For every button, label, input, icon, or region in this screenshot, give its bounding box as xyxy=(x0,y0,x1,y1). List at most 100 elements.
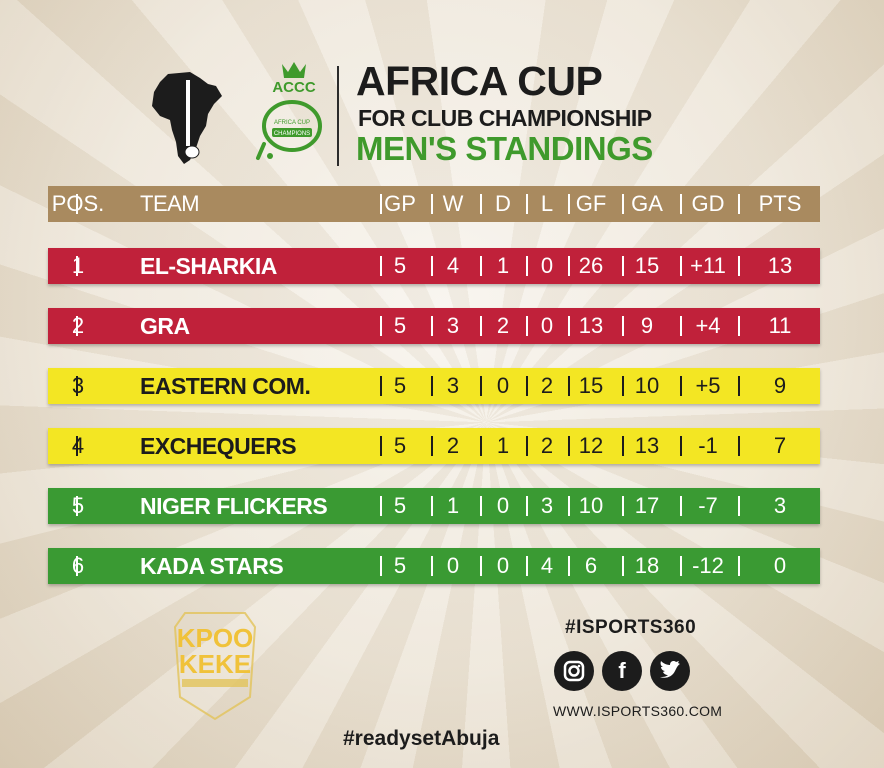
row-w: 2 xyxy=(446,433,460,458)
row-gf: 26 xyxy=(578,253,604,278)
header-pos: POS. xyxy=(48,186,108,222)
column-separator xyxy=(526,436,528,456)
column-separator xyxy=(431,194,433,214)
logo-text: ACCC xyxy=(272,79,315,96)
social-icons: f xyxy=(554,651,694,693)
header-gf: GF xyxy=(575,191,607,216)
column-separator xyxy=(380,194,382,214)
hashtag-isports: #ISPORTS360 xyxy=(565,617,697,638)
row-gf: 10 xyxy=(578,493,604,518)
column-separator xyxy=(738,316,740,336)
sponsor-line2: KEKE xyxy=(179,649,251,679)
row-w: 3 xyxy=(446,313,460,338)
column-separator xyxy=(431,496,433,516)
header-divider xyxy=(337,66,339,166)
website-url[interactable]: WWW.ISPORTS360.COM xyxy=(553,703,723,719)
hashtag-event: #readysetAbuja xyxy=(343,727,500,750)
row-gp: 5 xyxy=(393,493,407,518)
row-gp: 5 xyxy=(393,253,407,278)
column-separator xyxy=(622,256,624,276)
row-ga: 13 xyxy=(634,433,660,458)
row-gd: +4 xyxy=(695,313,721,338)
twitter-icon[interactable] xyxy=(650,651,690,691)
row-gd: +5 xyxy=(695,373,721,398)
column-separator xyxy=(526,194,528,214)
column-separator xyxy=(622,376,624,396)
header-l: L xyxy=(540,191,554,216)
row-d: 0 xyxy=(496,553,510,578)
row-gp: 5 xyxy=(393,553,407,578)
column-separator xyxy=(480,256,482,276)
column-separator xyxy=(431,256,433,276)
column-separator xyxy=(622,436,624,456)
table-row: 2 GRA 5 3 2 0 13 9 +4 11 xyxy=(48,308,820,344)
column-separator xyxy=(622,316,624,336)
header-gd: GD xyxy=(691,191,725,216)
table-header: POS. TEAM GP W D L GF GA GD PTS xyxy=(48,186,820,222)
header-team: TEAM xyxy=(140,191,200,216)
column-separator xyxy=(526,316,528,336)
column-separator xyxy=(431,556,433,576)
table-row: 3 EASTERN COM. 5 3 0 2 15 10 +5 9 xyxy=(48,368,820,404)
row-pos: 6 xyxy=(71,553,85,578)
row-team: KADA STARS xyxy=(140,553,284,579)
column-separator xyxy=(526,376,528,396)
column-separator xyxy=(680,556,682,576)
column-separator xyxy=(680,496,682,516)
row-team: EASTERN COM. xyxy=(140,373,311,399)
row-d: 1 xyxy=(496,253,510,278)
column-separator xyxy=(738,256,740,276)
column-separator xyxy=(76,376,78,396)
column-separator xyxy=(480,436,482,456)
header-ga: GA xyxy=(631,191,663,216)
column-separator xyxy=(76,496,78,516)
page-subtitle: FOR CLUB CHAMPIONSHIP xyxy=(358,105,652,131)
column-separator xyxy=(568,316,570,336)
facebook-icon[interactable]: f xyxy=(602,651,642,691)
row-ga: 9 xyxy=(640,313,654,338)
instagram-icon[interactable] xyxy=(554,651,594,691)
column-separator xyxy=(738,556,740,576)
row-pts: 7 xyxy=(773,433,787,458)
column-separator xyxy=(568,496,570,516)
row-pts: 0 xyxy=(773,553,787,578)
row-pts: 13 xyxy=(767,253,793,278)
row-w: 3 xyxy=(446,373,460,398)
table-row: 6 KADA STARS 5 0 0 4 6 18 -12 0 xyxy=(48,548,820,584)
row-gp: 5 xyxy=(393,373,407,398)
svg-text:CHAMPIONS: CHAMPIONS xyxy=(274,131,310,137)
row-pos: 4 xyxy=(71,433,85,458)
row-ga: 10 xyxy=(634,373,660,398)
row-gp: 5 xyxy=(393,433,407,458)
row-l: 0 xyxy=(540,313,554,338)
column-separator xyxy=(480,556,482,576)
row-l: 3 xyxy=(540,493,554,518)
row-gd: -1 xyxy=(698,433,718,458)
column-separator xyxy=(622,496,624,516)
row-pts: 9 xyxy=(773,373,787,398)
row-pts: 3 xyxy=(773,493,787,518)
row-pos: 5 xyxy=(71,493,85,518)
column-separator xyxy=(738,194,740,214)
row-w: 4 xyxy=(446,253,460,278)
column-separator xyxy=(431,436,433,456)
column-separator xyxy=(431,376,433,396)
svg-text:AFRICA CUP: AFRICA CUP xyxy=(274,120,310,126)
row-team: NIGER FLICKERS xyxy=(140,493,328,519)
column-separator xyxy=(76,256,78,276)
row-gd: -12 xyxy=(692,553,724,578)
row-l: 4 xyxy=(540,553,554,578)
row-l: 2 xyxy=(540,433,554,458)
row-gd: +11 xyxy=(690,253,726,278)
column-separator xyxy=(380,376,382,396)
table-row: 5 NIGER FLICKERS 5 1 0 3 10 17 -7 3 xyxy=(48,488,820,524)
row-gf: 12 xyxy=(578,433,604,458)
kpoo-keke-logo: KPOO KEKE xyxy=(160,607,270,725)
column-separator xyxy=(380,436,382,456)
column-separator xyxy=(738,496,740,516)
row-team: EXCHEQUERS xyxy=(140,433,297,459)
table-row: 4 EXCHEQUERS 5 2 1 2 12 13 -1 7 xyxy=(48,428,820,464)
column-separator xyxy=(480,376,482,396)
column-separator xyxy=(568,194,570,214)
column-separator xyxy=(680,436,682,456)
